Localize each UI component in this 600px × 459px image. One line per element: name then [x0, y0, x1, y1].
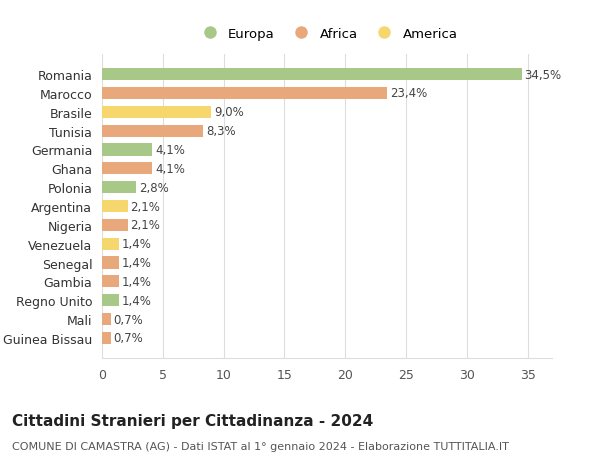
Text: Cittadini Stranieri per Cittadinanza - 2024: Cittadini Stranieri per Cittadinanza - 2…: [12, 413, 373, 428]
Bar: [102, 332, 110, 344]
Bar: [102, 106, 211, 119]
Bar: [102, 69, 521, 81]
Text: 4,1%: 4,1%: [155, 162, 185, 175]
Text: 1,4%: 1,4%: [122, 275, 152, 288]
Bar: [102, 276, 119, 288]
Bar: [102, 313, 110, 325]
Bar: [102, 182, 136, 194]
Bar: [102, 88, 386, 100]
Text: 0,7%: 0,7%: [113, 313, 143, 326]
Text: 23,4%: 23,4%: [389, 87, 427, 100]
Text: COMUNE DI CAMASTRA (AG) - Dati ISTAT al 1° gennaio 2024 - Elaborazione TUTTITALI: COMUNE DI CAMASTRA (AG) - Dati ISTAT al …: [12, 441, 509, 451]
Bar: [102, 257, 119, 269]
Bar: [102, 125, 203, 137]
Bar: [102, 201, 128, 213]
Text: 1,4%: 1,4%: [122, 257, 152, 269]
Text: 4,1%: 4,1%: [155, 144, 185, 157]
Bar: [102, 219, 128, 231]
Bar: [102, 294, 119, 307]
Text: 1,4%: 1,4%: [122, 238, 152, 251]
Legend: Europa, Africa, America: Europa, Africa, America: [191, 22, 463, 46]
Text: 8,3%: 8,3%: [206, 125, 236, 138]
Text: 2,1%: 2,1%: [131, 200, 160, 213]
Bar: [102, 144, 152, 156]
Text: 9,0%: 9,0%: [215, 106, 244, 119]
Bar: [102, 163, 152, 175]
Text: 1,4%: 1,4%: [122, 294, 152, 307]
Text: 2,8%: 2,8%: [139, 181, 169, 194]
Text: 2,1%: 2,1%: [131, 219, 160, 232]
Text: 0,7%: 0,7%: [113, 332, 143, 345]
Bar: [102, 238, 119, 250]
Text: 34,5%: 34,5%: [524, 68, 562, 81]
